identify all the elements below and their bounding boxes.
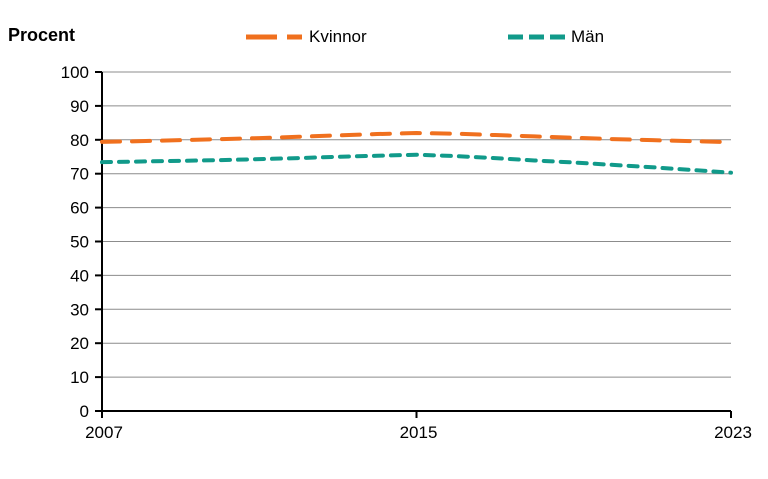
series-line-mn <box>100 152 733 175</box>
y-tick-label: 40 <box>70 266 89 285</box>
y-tick-label: 50 <box>70 233 89 252</box>
series-line-kvinnor <box>100 131 733 145</box>
legend-label: Män <box>571 27 605 46</box>
y-tick-label: 100 <box>61 63 89 82</box>
legend-swatch-long-dash <box>246 34 304 40</box>
y-tick-label: 20 <box>70 334 89 353</box>
y-tick-label: 90 <box>70 97 89 116</box>
chart-legend: Kvinnor Män <box>0 0 768 60</box>
x-tick-label: 2007 <box>85 423 123 442</box>
y-tick-label: 30 <box>70 300 89 319</box>
legend-item-kvinnor: Kvinnor <box>246 27 367 47</box>
y-tick-label: 60 <box>70 199 89 218</box>
legend-swatch-short-dash <box>508 34 566 40</box>
x-tick-label: 2015 <box>400 423 438 442</box>
y-tick-label: 70 <box>70 165 89 184</box>
y-tick-label: 0 <box>80 402 89 421</box>
y-axis-title: Procent <box>8 25 76 45</box>
y-tick-label: 10 <box>70 368 89 387</box>
y-tick-label: 80 <box>70 131 89 150</box>
x-tick-label: 2023 <box>714 423 752 442</box>
legend-label: Kvinnor <box>309 27 367 46</box>
legend-item-mn: Män <box>508 27 604 47</box>
